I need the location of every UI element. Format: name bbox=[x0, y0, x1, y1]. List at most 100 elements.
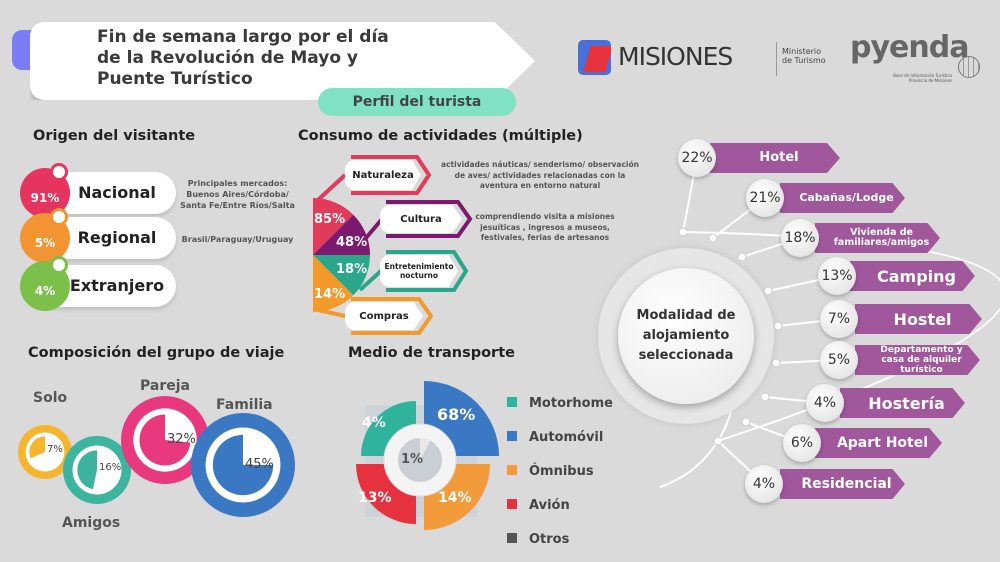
title-line: de la Revolución de Mayo y bbox=[97, 48, 358, 68]
activity-label-outline bbox=[386, 250, 469, 292]
group-percent: 16% bbox=[99, 462, 122, 473]
activity-wedge bbox=[313, 214, 370, 255]
title-banner bbox=[30, 22, 535, 100]
legend-item: Motorhome bbox=[507, 396, 613, 411]
accommodation-percent: 7% bbox=[820, 300, 858, 338]
transport-percent: 68% bbox=[437, 405, 476, 424]
connector-dot bbox=[773, 321, 783, 331]
accommodation-percent: 4% bbox=[745, 465, 783, 503]
activity-label: Compras bbox=[345, 302, 423, 330]
accommodation-label: Cabañas/Lodge bbox=[780, 183, 905, 213]
legend-swatch-icon bbox=[507, 431, 517, 441]
title-line: Puente Turístico bbox=[97, 69, 253, 89]
transport-percent: 1% bbox=[401, 452, 424, 467]
group-pie bbox=[29, 436, 45, 459]
activity-wedge bbox=[313, 198, 354, 255]
transport-percent: 4% bbox=[362, 415, 386, 431]
legend-label: Motorhome bbox=[529, 396, 613, 411]
connector-dot bbox=[771, 358, 781, 368]
activity-label: Naturaleza bbox=[345, 160, 421, 190]
group-label: Familia bbox=[216, 397, 273, 413]
activity-label: Entretenimiento nocturno bbox=[380, 255, 458, 287]
group-pie bbox=[212, 434, 274, 496]
group-percent: 32% bbox=[167, 432, 196, 447]
ministerio-label: Ministerio de Turismo bbox=[782, 47, 826, 65]
group-label: Amigos bbox=[62, 515, 121, 531]
accommodation-percent: 4% bbox=[806, 384, 844, 422]
activity-percent: 18% bbox=[336, 262, 368, 277]
accommodation-label: Camping bbox=[850, 261, 975, 291]
group-label: Solo bbox=[33, 390, 68, 406]
connector-dot bbox=[737, 252, 747, 262]
accommodation-label: Hostel bbox=[855, 304, 982, 334]
activity-label: Cultura bbox=[380, 205, 462, 233]
group-percent: 45% bbox=[245, 457, 274, 472]
activity-label-outline bbox=[386, 200, 473, 238]
group-pie bbox=[77, 450, 97, 490]
connector-dot bbox=[763, 286, 773, 296]
naturaleza-description: actividades náuticas/ senderismo/ observ… bbox=[441, 160, 639, 190]
group-percent: 7% bbox=[47, 444, 63, 455]
activity-wedge bbox=[313, 255, 354, 312]
transporte-title: Medio de transporte bbox=[348, 345, 515, 361]
connector-dot bbox=[708, 233, 718, 243]
origin-label: Regional bbox=[77, 228, 157, 247]
accommodation-label: Hotel bbox=[710, 143, 840, 173]
connector-dot bbox=[741, 417, 751, 427]
globe-icon bbox=[958, 56, 980, 78]
legend-label: Ómnibus bbox=[529, 464, 594, 479]
origin-note: Principales mercados: Buenos Aires/Córdo… bbox=[180, 179, 295, 210]
accommodation-percent: 18% bbox=[781, 219, 819, 257]
legend-item: Ómnibus bbox=[507, 464, 594, 479]
accommodation-percent: 13% bbox=[818, 257, 856, 295]
origin-dot-icon bbox=[50, 208, 68, 226]
title-line: Fin de semana largo por el día bbox=[97, 27, 389, 47]
accommodation-percent: 21% bbox=[746, 179, 784, 217]
accommodation-percent: 22% bbox=[678, 139, 716, 177]
origin-label: Extranjero bbox=[69, 276, 165, 295]
legend-label: Avión bbox=[529, 498, 570, 513]
origin-label: Nacional bbox=[78, 183, 156, 202]
transport-percent: 14% bbox=[438, 490, 472, 506]
origin-dot-icon bbox=[50, 163, 68, 181]
grupo-title: Composición del grupo de viaje bbox=[28, 345, 285, 361]
activity-label-outline bbox=[351, 155, 432, 195]
group-pie bbox=[139, 414, 191, 466]
legend-swatch-icon bbox=[507, 465, 517, 475]
accommodation-label: Departamento y casa de alquiler turístic… bbox=[855, 345, 980, 375]
legend-label: Automóvil bbox=[529, 430, 604, 445]
accommodation-label: Apart Hotel bbox=[815, 428, 942, 458]
accommodation-label: Hostería bbox=[840, 388, 965, 418]
activity-label-outline bbox=[351, 297, 434, 335]
transport-percent: 13% bbox=[358, 490, 392, 506]
cultura-description: comprendiendo visita a misiones jesuític… bbox=[475, 212, 615, 242]
accommodation-center-label: Modalidad de alojamiento seleccionada bbox=[618, 268, 754, 404]
origin-dot-icon bbox=[50, 256, 68, 274]
activities-fan-chart bbox=[313, 155, 473, 335]
origin-note: Brasil/Paraguay/Uruguay bbox=[181, 235, 294, 244]
accommodation-percent: 5% bbox=[820, 341, 858, 379]
page-title: Fin de semana largo por el día de la Rev… bbox=[97, 27, 417, 90]
legend-item: Otros bbox=[507, 532, 569, 547]
connector-dot bbox=[760, 392, 770, 402]
legend-label: Otros bbox=[529, 532, 570, 547]
origen-title: Origen del visitante bbox=[33, 128, 196, 144]
legend-swatch-icon bbox=[507, 397, 517, 407]
legend-item: Automóvil bbox=[507, 430, 603, 445]
legend-item: Avión bbox=[507, 498, 570, 513]
legend-swatch-icon bbox=[507, 533, 517, 543]
subtitle-badge: Perfil del turista bbox=[318, 88, 516, 116]
group-label: Pareja bbox=[140, 378, 190, 394]
misiones-logo: MISIONES bbox=[618, 42, 733, 71]
activity-percent: 85% bbox=[314, 212, 346, 227]
activity-percent: 48% bbox=[336, 235, 368, 250]
consumo-title: Consumo de actividades (múltiple) bbox=[298, 128, 583, 144]
legend-swatch-icon bbox=[507, 499, 517, 509]
activity-wedge bbox=[313, 255, 370, 296]
activity-percent: 14% bbox=[314, 287, 346, 302]
group-bubble-chart bbox=[18, 396, 295, 517]
transport-chart bbox=[356, 381, 499, 530]
accommodation-percent: 6% bbox=[783, 424, 821, 462]
pyenda-subtitle: Base de Información Turística Provincia … bbox=[893, 73, 952, 83]
otros-slice bbox=[420, 438, 431, 460]
